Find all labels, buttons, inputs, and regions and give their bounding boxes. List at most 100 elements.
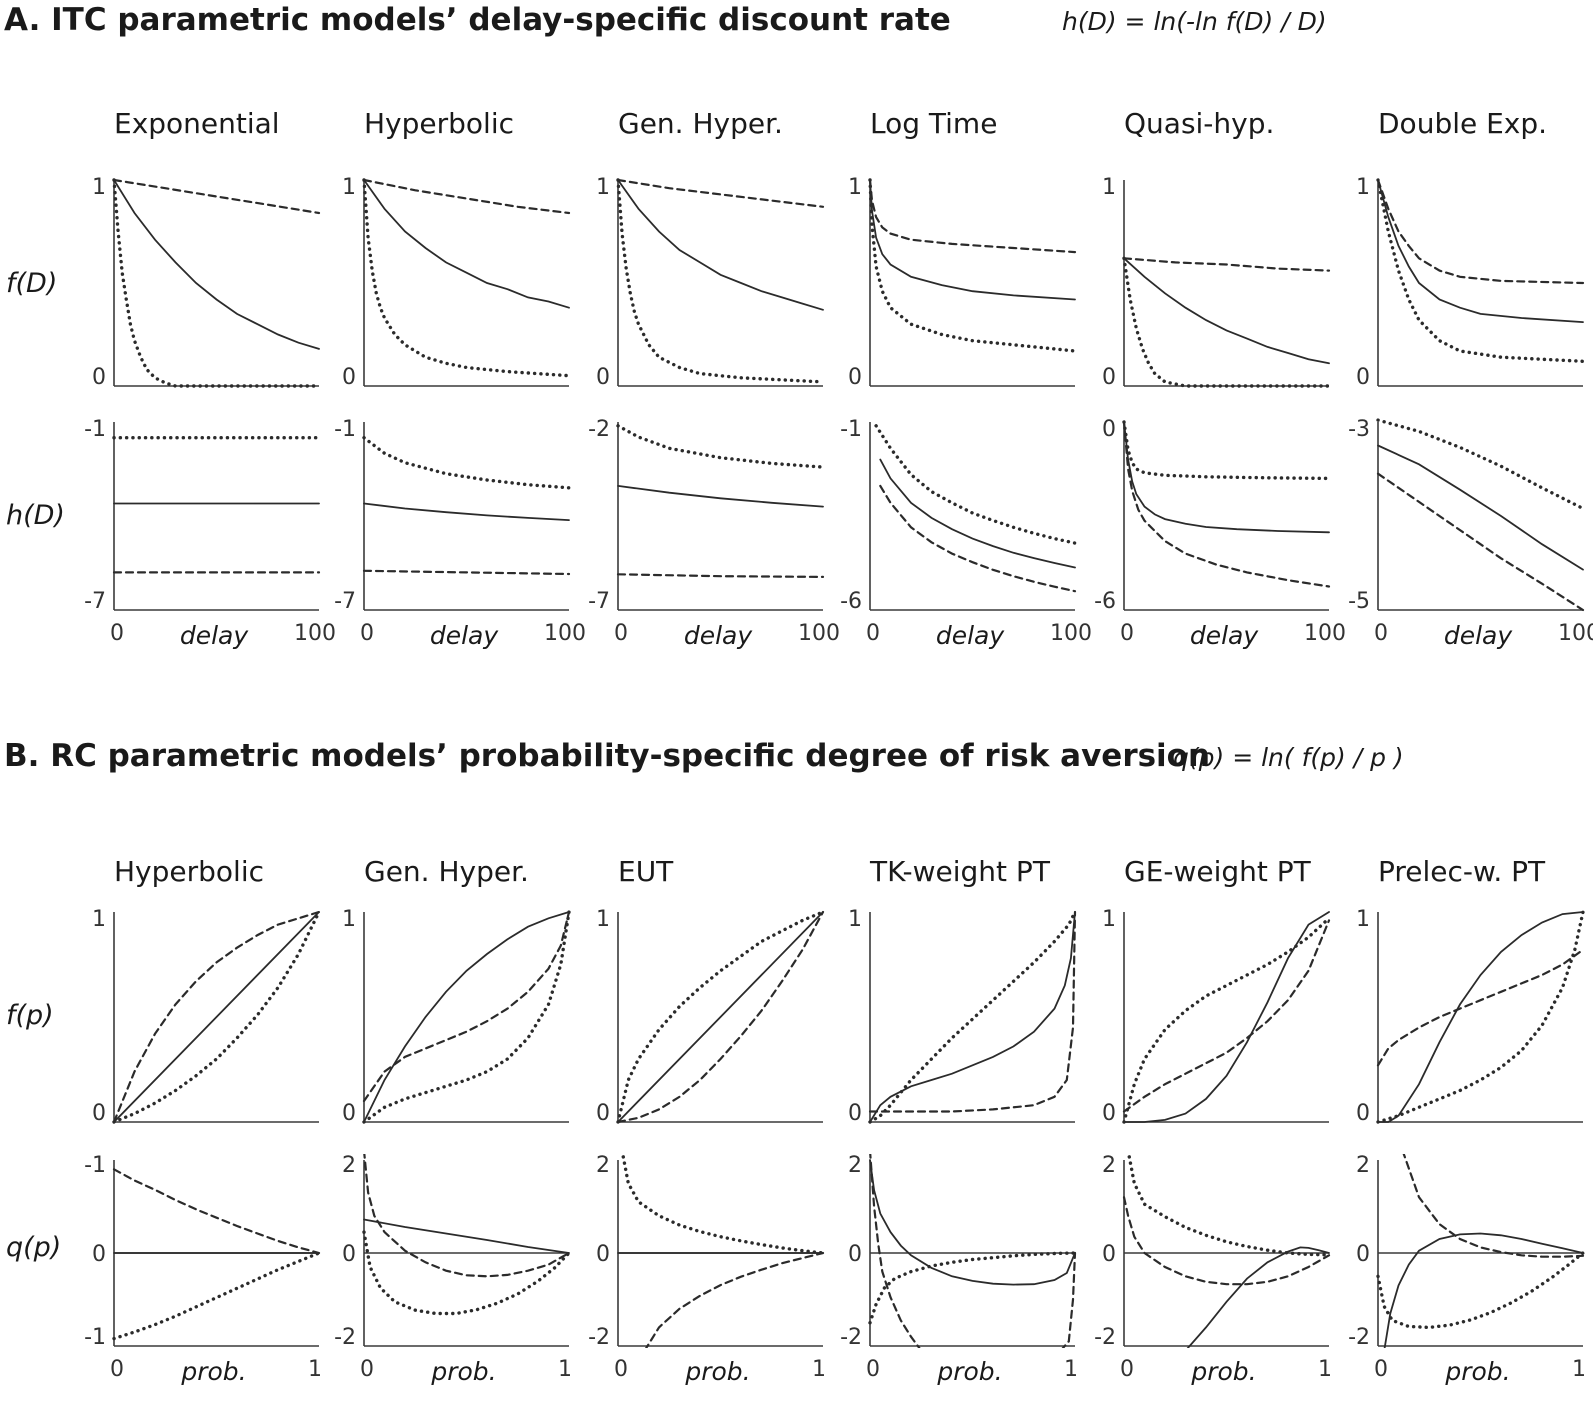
x-axis-label: delay (1444, 621, 1514, 650)
model-title: Exponential (114, 107, 280, 140)
series-solid-line (869, 1159, 1076, 1286)
x-tick-label: 0 (1374, 1357, 1388, 1382)
series-dotted-line (616, 910, 825, 1124)
series-dashed-line (616, 178, 825, 208)
series-solid-line (113, 179, 320, 350)
section-b-bottom-ylabel: q(p) (6, 1232, 61, 1263)
y-tick-label: -6 (1094, 589, 1116, 614)
x-tick-label: 0 (360, 1357, 374, 1382)
y-tick-label: 0 (1102, 417, 1116, 442)
series-dashed-line (616, 910, 825, 1124)
series-solid-line (363, 1218, 570, 1254)
series-dotted-line (362, 1230, 571, 1316)
y-tick-label: -7 (84, 589, 106, 614)
panel-1: Exponential 1 0 (92, 107, 321, 390)
y-tick-label: -7 (334, 589, 356, 614)
model-title: Double Exp. (1378, 107, 1547, 140)
series-solid-line (1186, 1246, 1330, 1348)
y-tick-label: 0 (848, 1242, 862, 1267)
x-tick-label: 1 (558, 1357, 572, 1382)
y-tick-label: -6 (840, 589, 862, 614)
series-dashed-line (1122, 257, 1331, 272)
series-solid-line (1377, 444, 1584, 571)
series-dashed-line (1376, 948, 1585, 1067)
x-tick-label: 1 (1318, 1357, 1332, 1382)
y-tick-label: -5 (1348, 589, 1370, 614)
y-tick-label: 1 (596, 175, 610, 200)
series-dotted-line (868, 178, 1077, 353)
y-tick-label: 0 (92, 1101, 106, 1126)
series-solid-line (879, 458, 1076, 569)
series-dashed-line (362, 910, 571, 1103)
x-tick-label: 0 (1120, 621, 1134, 646)
y-tick-label: 0 (342, 1101, 356, 1126)
x-tick-label: 100 (294, 621, 336, 646)
series-dotted-line (1122, 420, 1331, 481)
panel-3: Gen. Hyper. 1 0 (596, 107, 825, 390)
x-tick-label: 0 (110, 1357, 124, 1382)
y-tick-label: 1 (1102, 907, 1116, 932)
y-tick-label: 0 (596, 1242, 610, 1267)
x-axis-label: prob. (1190, 1357, 1256, 1386)
y-tick-label: -2 (334, 1325, 356, 1350)
series-dashed-line (879, 484, 1077, 593)
section-b-top-ylabel: f(p) (6, 1000, 54, 1031)
y-tick-label: -2 (588, 417, 610, 442)
y-tick-label: 2 (848, 1153, 862, 1178)
series-dotted-line (1376, 1251, 1585, 1330)
series-dotted-line (1376, 178, 1585, 363)
y-tick-label: 1 (342, 907, 356, 932)
series-dotted-line (362, 910, 571, 1124)
model-title: TK-weight PT (869, 855, 1051, 888)
series-dashed-line (1122, 1196, 1331, 1286)
series-solid-line (363, 911, 570, 1123)
x-tick-label: 0 (1374, 621, 1388, 646)
series-dashed-line (112, 910, 321, 1124)
model-title: Quasi-hyp. (1124, 107, 1274, 140)
series-dotted-line (868, 1251, 1077, 1325)
model-title: Prelec-w. PT (1378, 855, 1546, 888)
y-tick-label: -2 (588, 1325, 610, 1350)
panel-2: Hyperbolic 1 0 (342, 107, 571, 390)
series-dashed-line (868, 178, 1077, 254)
panel-18: Prelec-w. PT 1 0 (1356, 855, 1585, 1126)
x-axis-label: delay (430, 621, 500, 650)
model-title: Hyperbolic (364, 107, 514, 140)
y-tick-label: 0 (596, 365, 610, 390)
panel-4: Log Time 1 0 (848, 107, 1077, 390)
y-tick-label: 0 (1102, 365, 1116, 390)
section-a-title: A. ITC parametric models’ delay-specific… (4, 2, 951, 38)
series-dotted-line (112, 1251, 321, 1341)
series-dotted-line (112, 178, 321, 388)
model-title: GE-weight PT (1124, 855, 1312, 888)
series-dotted-line (874, 424, 1077, 545)
y-tick-label: 1 (92, 907, 106, 932)
y-tick-label: 1 (848, 907, 862, 932)
series-solid-line (617, 485, 824, 508)
y-tick-label: 2 (596, 1153, 610, 1178)
series-dashed-line (1122, 420, 1331, 588)
series-dotted-line (616, 424, 825, 469)
series-dotted-line (1122, 916, 1331, 1124)
x-axis-label: prob. (684, 1357, 750, 1386)
y-tick-label: -7 (588, 589, 610, 614)
series-dotted-line (616, 178, 825, 384)
x-tick-label: 0 (614, 1357, 628, 1382)
y-tick-label: -2 (840, 1325, 862, 1350)
panel-9: -2 -70 100 delay (588, 417, 840, 650)
section-b-formula: q(p) = ln( f(p) / p ) (1173, 743, 1404, 772)
y-tick-label: 0 (1356, 1242, 1370, 1267)
model-title: EUT (618, 855, 674, 888)
panel-10: -1 -60 100 delay (840, 417, 1092, 650)
y-tick-label: 1 (596, 907, 610, 932)
series-dotted-line (112, 910, 321, 1124)
section-a-formula: h(D) = ln(-ln f(D) / D) (1062, 7, 1327, 36)
y-tick-label: 2 (1102, 1153, 1116, 1178)
x-axis-label: prob. (430, 1357, 496, 1386)
y-tick-label: 0 (342, 365, 356, 390)
panel-16: TK-weight PT 1 0 (848, 855, 1077, 1126)
x-tick-label: 100 (1558, 621, 1593, 646)
